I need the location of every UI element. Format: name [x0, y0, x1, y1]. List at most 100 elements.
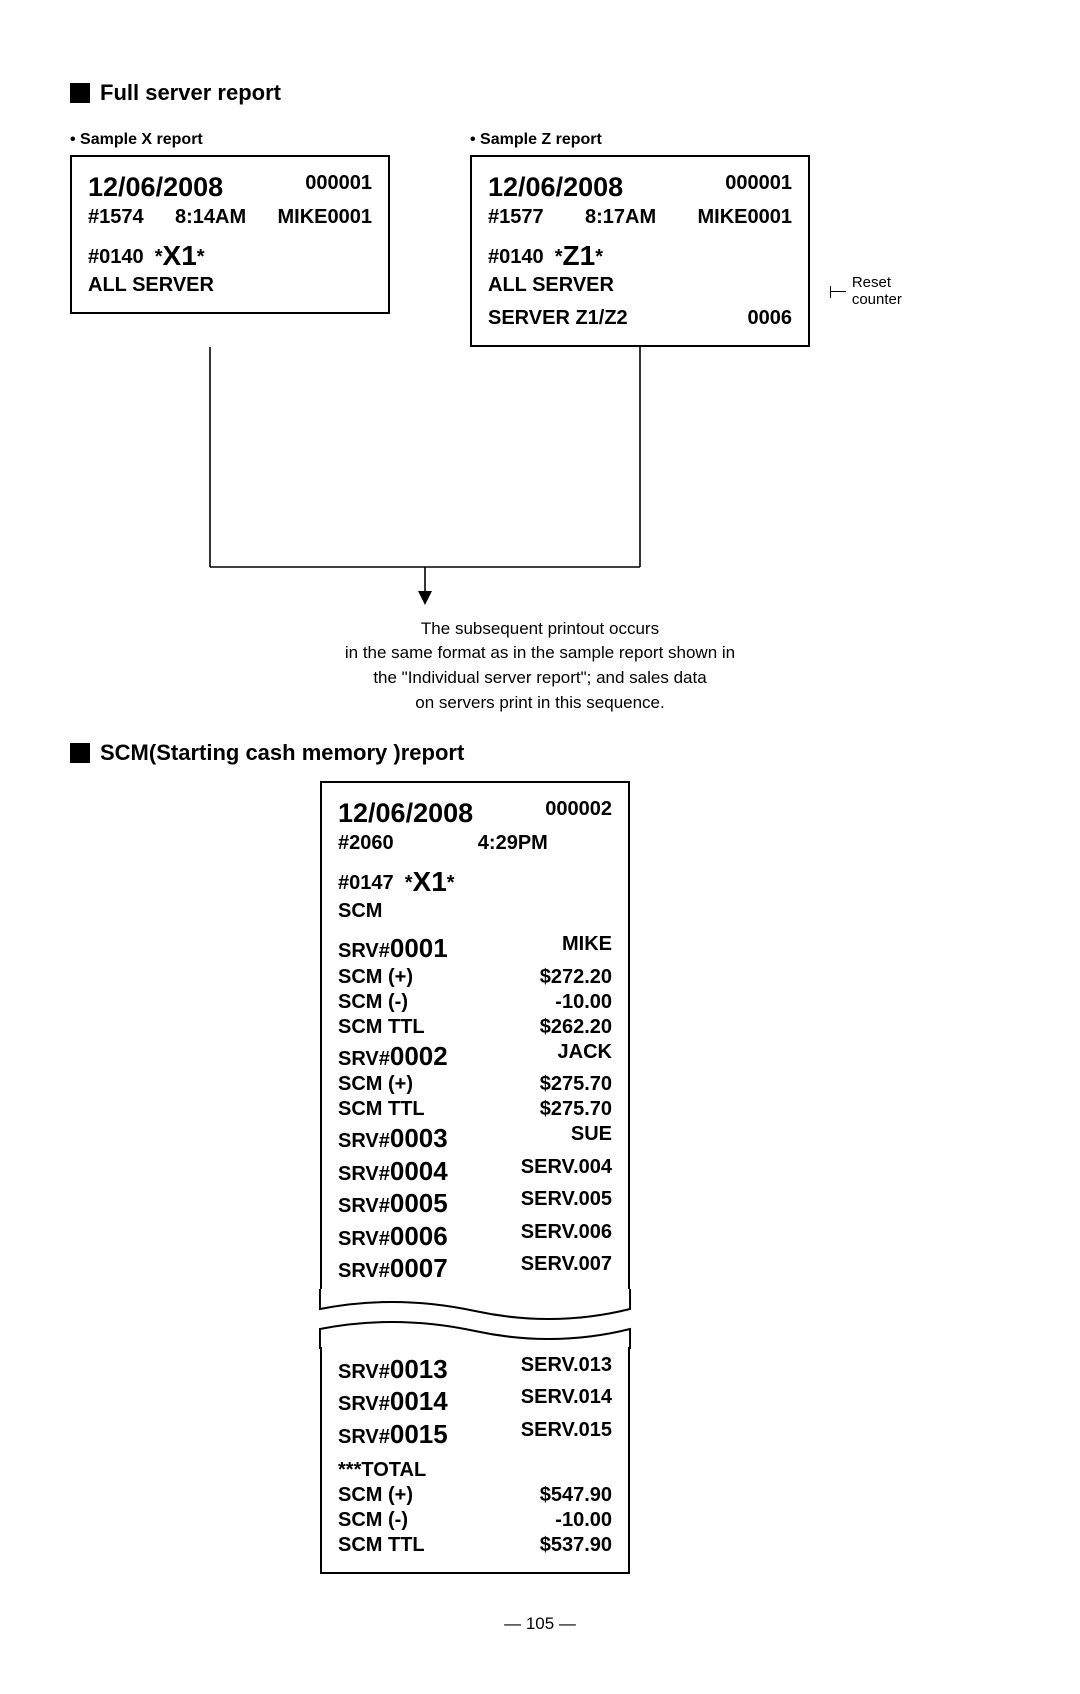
- receipt-scm: 12/06/2008 000002 #2060 4:29PM #0147 *X1…: [320, 781, 630, 1290]
- receipt-row: SRV#0005 SERV.005: [338, 1187, 612, 1220]
- rz-modebig: Z1: [563, 240, 596, 271]
- receipt-row: SRV#0004SERV.004: [338, 1155, 612, 1188]
- row-left-big: 0005: [390, 1188, 448, 1218]
- rz-time: 8:17AM: [544, 205, 698, 230]
- rz-date: 12/06/2008: [488, 171, 623, 205]
- receipt-cut-icon: [320, 1289, 630, 1349]
- row-left: SRV#0004: [338, 1155, 448, 1188]
- row-left: SCM (-): [338, 1508, 408, 1533]
- row-left-big: 0003: [390, 1123, 448, 1153]
- row-left: SCM (-): [338, 990, 408, 1015]
- row-left: SCM TTL: [338, 1097, 425, 1122]
- row-right: $547.90: [540, 1483, 612, 1508]
- row-left: SCM (+): [338, 965, 413, 990]
- receipt-row: SCM TTL $275.70: [338, 1097, 612, 1122]
- row-left: SRV#0003: [338, 1122, 448, 1155]
- row-left: SRV#0006: [338, 1220, 448, 1253]
- page-number: — 105 —: [70, 1614, 1010, 1634]
- rz-code-line: #0140 *Z1*: [488, 238, 603, 273]
- rscm-trans: #2060: [338, 831, 394, 856]
- section-heading-scm: SCM(Starting cash memory )report: [70, 740, 1010, 766]
- captionl3: the "Individual server report"; and sale…: [373, 668, 706, 687]
- row-left: SCM (+): [338, 1483, 413, 1508]
- rx-seq: 000001: [305, 171, 372, 205]
- row-left-big: 0014: [390, 1386, 448, 1416]
- row-right: MIKE: [562, 932, 612, 965]
- receipt-z: 12/06/2008 000001 #1577 8:17AM MIKE0001 …: [470, 155, 810, 347]
- row-left: SRV#0002: [338, 1040, 448, 1073]
- receipt-row: SRV#0001MIKE: [338, 932, 612, 965]
- row-right: SERV.005: [521, 1187, 612, 1220]
- rscm-total-label: ***TOTAL: [338, 1458, 426, 1483]
- row-right: $262.20: [540, 1015, 612, 1040]
- receipt-row: SRV#0013 SERV.013: [338, 1353, 612, 1386]
- row-right: SERV.014: [521, 1385, 612, 1418]
- receipt-row: SCM (+) $272.20: [338, 965, 612, 990]
- note-connector-icon: [830, 291, 846, 292]
- row-left-big: 0007: [390, 1253, 448, 1283]
- rx-trans: #1574: [88, 205, 144, 230]
- row-left: SCM TTL: [338, 1015, 425, 1040]
- receipt-row: SCM TTL $262.20: [338, 1015, 612, 1040]
- row-left: SRV#0013: [338, 1353, 448, 1386]
- row-left: SRV#0007: [338, 1252, 448, 1285]
- reports-columns: • Sample X report 12/06/2008 000001 #157…: [70, 121, 1010, 347]
- row-right: -10.00: [555, 990, 612, 1015]
- captionl1: The subsequent printout occurs: [421, 619, 659, 638]
- receipt-row: SRV#0003 SUE: [338, 1122, 612, 1155]
- row-left: SRV#0015: [338, 1418, 448, 1451]
- row-right: $537.90: [540, 1533, 612, 1558]
- rx-date: 12/06/2008: [88, 171, 223, 205]
- rscm-seq: 000002: [545, 797, 612, 831]
- row-right: SUE: [571, 1122, 612, 1155]
- rx-modebig: X1: [163, 240, 197, 271]
- x-report-label: • Sample X report: [70, 131, 390, 149]
- rx-user: MIKE0001: [278, 205, 373, 230]
- rz-trans: #1577: [488, 205, 544, 230]
- row-left-big: 0004: [390, 1156, 448, 1186]
- row-right: JACK: [558, 1040, 612, 1073]
- receipt-x: 12/06/2008 000001 #1574 8:14AM MIKE0001 …: [70, 155, 390, 314]
- z-report-label: • Sample Z report: [470, 131, 810, 149]
- row-left-big: 0001: [390, 933, 448, 963]
- caption-block: The subsequent printout occurs in the sa…: [240, 617, 840, 716]
- receipt-row: SRV#0015 SERV.015: [338, 1418, 612, 1451]
- col-x: • Sample X report 12/06/2008 000001 #157…: [70, 121, 390, 314]
- rscm-desc: SCM: [338, 899, 382, 924]
- receipt-row: SCM (-) -10.00: [338, 990, 612, 1015]
- section2-title: SCM(Starting cash memory )report: [100, 740, 464, 766]
- row-right: SERV.007: [521, 1252, 612, 1285]
- row-right: $275.70: [540, 1097, 612, 1122]
- rx-time: 8:14AM: [144, 205, 278, 230]
- rz-code: #0140: [488, 246, 544, 268]
- rz-server-line: SERVER Z1/Z2: [488, 306, 628, 331]
- reset-counter-note: Reset counter: [830, 274, 911, 308]
- receipt-row: SCM (-) -10.00: [338, 1508, 612, 1533]
- rx-code-line: #0140 *X1*: [88, 238, 205, 273]
- rx-desc: ALL SERVER: [88, 273, 214, 298]
- row-left-big: 0006: [390, 1221, 448, 1251]
- square-bullet-icon: [70, 83, 90, 103]
- captionl4: on servers print in this sequence.: [415, 693, 664, 712]
- row-left: SRV#0014: [338, 1385, 448, 1418]
- row-left-big: 0015: [390, 1419, 448, 1449]
- row-left: SCM (+): [338, 1072, 413, 1097]
- receipt-row: SCM TTL $537.90: [338, 1533, 612, 1558]
- row-left: SRV#0005: [338, 1187, 448, 1220]
- rscm-code: #0147: [338, 872, 394, 894]
- rz-seq: 000001: [725, 171, 792, 205]
- row-right: SERV.013: [521, 1353, 612, 1386]
- row-right: SERV.015: [521, 1418, 612, 1451]
- rz-user: MIKE0001: [698, 205, 793, 230]
- rscm-code-line: #0147 *X1*: [338, 864, 455, 899]
- row-right: $272.20: [540, 965, 612, 990]
- row-right: $275.70: [540, 1072, 612, 1097]
- receipt-row: SRV#0002 JACK: [338, 1040, 612, 1073]
- row-left: SCM TTL: [338, 1533, 425, 1558]
- row-right: -10.00: [555, 1508, 612, 1533]
- rscm-time: 4:29PM: [478, 831, 548, 856]
- receipt-row: SRV#0014 SERV.014: [338, 1385, 612, 1418]
- row-left-big: 0013: [390, 1354, 448, 1384]
- rz-server-val: 0006: [748, 306, 793, 331]
- receipt-row: SRV#0006SERV.006: [338, 1220, 612, 1253]
